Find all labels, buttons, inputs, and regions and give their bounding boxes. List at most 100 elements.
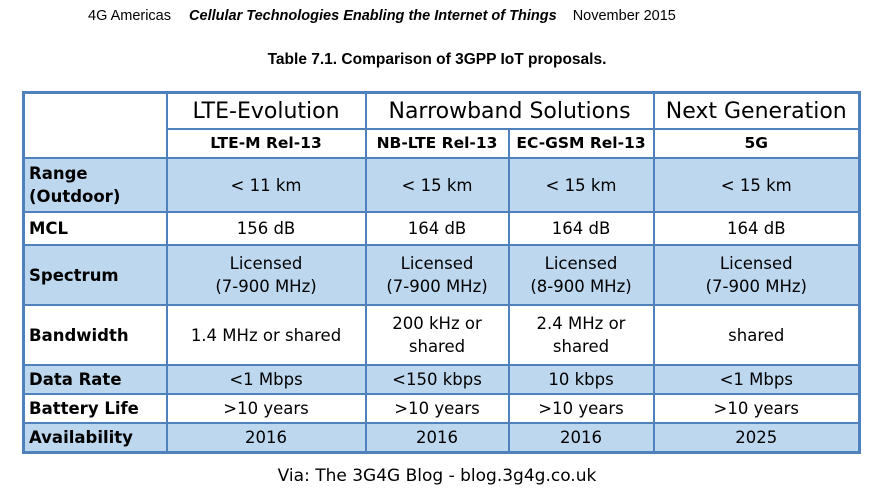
table-cell: < 15 km [652,157,861,213]
row-label: Battery Life [22,393,168,424]
cell-text: Licensed [544,254,618,273]
table-cell: <1 Mbps [165,364,367,395]
cell-text: >10 years [713,399,799,418]
cell-text: <1 Mbps [719,370,793,389]
cell-text: >10 years [223,399,309,418]
cell-text: >10 years [538,399,624,418]
table-cell: < 15 km [507,157,655,213]
cell-text: 2016 [245,428,287,447]
cell-text: < 15 km [545,175,617,195]
table-row: Spectrum Licensed (7-900 MHz) Licensed (7-90… [22,244,861,306]
cell-text: 156 dB [236,219,296,238]
row-label: Range (Outdoor) [22,157,168,213]
group-next-generation: Next Generation [652,91,861,130]
cell-text: (7-900 MHz) [215,277,317,296]
table-cell: < 11 km [165,157,367,213]
row-label-text: Range [29,164,88,183]
group-lte-evolution: LTE-Evolution [165,91,367,130]
cell-text: Licensed [400,254,474,273]
cell-text: 164 dB [726,219,786,238]
tech-5g: 5G [652,128,861,159]
table-cell: 164 dB [652,211,861,246]
table-cell: 2016 [165,422,367,454]
table-cell: Licensed (8-900 MHz) [507,244,655,306]
table-cell: Licensed (7-900 MHz) [364,244,510,306]
table-cell: Licensed (7-900 MHz) [165,244,367,306]
cell-text: >10 years [394,399,480,418]
cell-text: < 11 km [230,175,302,195]
technology-header-row: LTE-M Rel-13 NB-LTE Rel-13 EC-GSM Rel-13… [24,128,861,159]
table-cell: Licensed (7-900 MHz) [652,244,861,306]
row-label-text: Battery Life [29,399,139,418]
cell-text: 164 dB [407,219,467,238]
table-cell: >10 years [652,393,861,424]
cell-text: <1 Mbps [229,370,303,389]
cell-text: shared [728,325,785,345]
row-label: Data Rate [22,364,168,395]
comparison-table: LTE-Evolution Narrowband Solutions Next … [22,91,862,454]
cell-text: (7-900 MHz) [705,277,807,296]
table-caption: Table 7.1. Comparison of 3GPP IoT propos… [267,51,607,68]
row-label: Spectrum [22,244,168,306]
table-row: Bandwidth 1.4 MHz or shared 200 kHz or shar… [22,304,861,366]
row-label-text: Data Rate [29,370,122,389]
cell-text: 2.4 MHz or [536,314,626,333]
org-name: 4G Americas [88,8,171,24]
corner-cell [22,91,168,159]
table-cell: 10 kbps [507,364,655,395]
cell-text: shared [552,337,610,356]
cell-text: 2016 [416,428,458,447]
row-label-text: MCL [29,219,69,238]
cell-text: 200 kHz or [392,314,482,333]
cell-text: Licensed [229,254,303,273]
table-cell: < 15 km [364,157,510,213]
row-label: MCL [22,211,168,246]
cell-text: < 15 km [401,175,473,195]
table-cell: 164 dB [507,211,655,246]
row-label: Availability [22,422,168,454]
cell-text: 1.4 MHz or shared [190,325,342,345]
table-cell: >10 years [507,393,655,424]
cell-text: 10 kbps [548,370,614,389]
cell-text: shared [408,337,466,356]
table-row: MCL 156 dB 164 dB 164 dB 164 dB [22,211,861,246]
cell-text: 164 dB [551,219,611,238]
table-body: Range (Outdoor) < 11 km < 15 km < 15 km < 15 … [22,157,861,454]
table-cell: 2016 [364,422,510,454]
cell-text: 2025 [735,428,778,447]
document-date: November 2015 [572,8,676,24]
table-cell: 2016 [507,422,655,454]
table-cell: >10 years [165,393,367,424]
row-label: Bandwidth [22,304,168,366]
cell-text: Licensed [719,254,793,273]
tech-ec-gsm: EC-GSM Rel-13 [507,128,655,159]
table-cell: 200 kHz or shared [364,304,510,366]
row-label-text: Availability [29,428,133,447]
source-credit: Via: The 3G4G Blog - blog.3g4g.co.uk [277,466,597,486]
table-cell: 164 dB [364,211,510,246]
tech-nb-lte: NB-LTE Rel-13 [364,128,510,159]
document-title: Cellular Technologies Enabling the Inter… [189,8,557,24]
table-cell: <1 Mbps [652,364,861,395]
row-label-text: Spectrum [29,265,119,285]
cell-text: (8-900 MHz) [530,277,632,296]
table-row: Range (Outdoor) < 11 km < 15 km < 15 km < 15 … [22,157,861,213]
table-cell: 2.4 MHz or shared [507,304,655,366]
group-narrowband-solutions: Narrowband Solutions [364,91,655,130]
table-row: Battery Life >10 years >10 years >10 years >… [22,393,861,424]
row-label-text: Bandwidth [29,325,129,345]
table-cell: 156 dB [165,211,367,246]
tech-lte-m: LTE-M Rel-13 [165,128,367,159]
cell-text: (7-900 MHz) [386,277,488,296]
table-row: Availability 2016 2016 2016 2025 [22,422,861,454]
group-header-row: LTE-Evolution Narrowband Solutions Next … [22,91,861,159]
table-cell: 2025 [652,422,861,454]
cell-text: <150 kbps [392,370,482,389]
table-cell: <150 kbps [364,364,510,395]
page-header: 4G Americas Cellular Technologies Enabli… [88,8,676,24]
cell-text: < 15 km [720,175,792,195]
table-cell: shared [652,304,861,366]
table-cell: 1.4 MHz or shared [165,304,367,366]
cell-text: 2016 [560,428,602,447]
table-cell: >10 years [364,393,510,424]
